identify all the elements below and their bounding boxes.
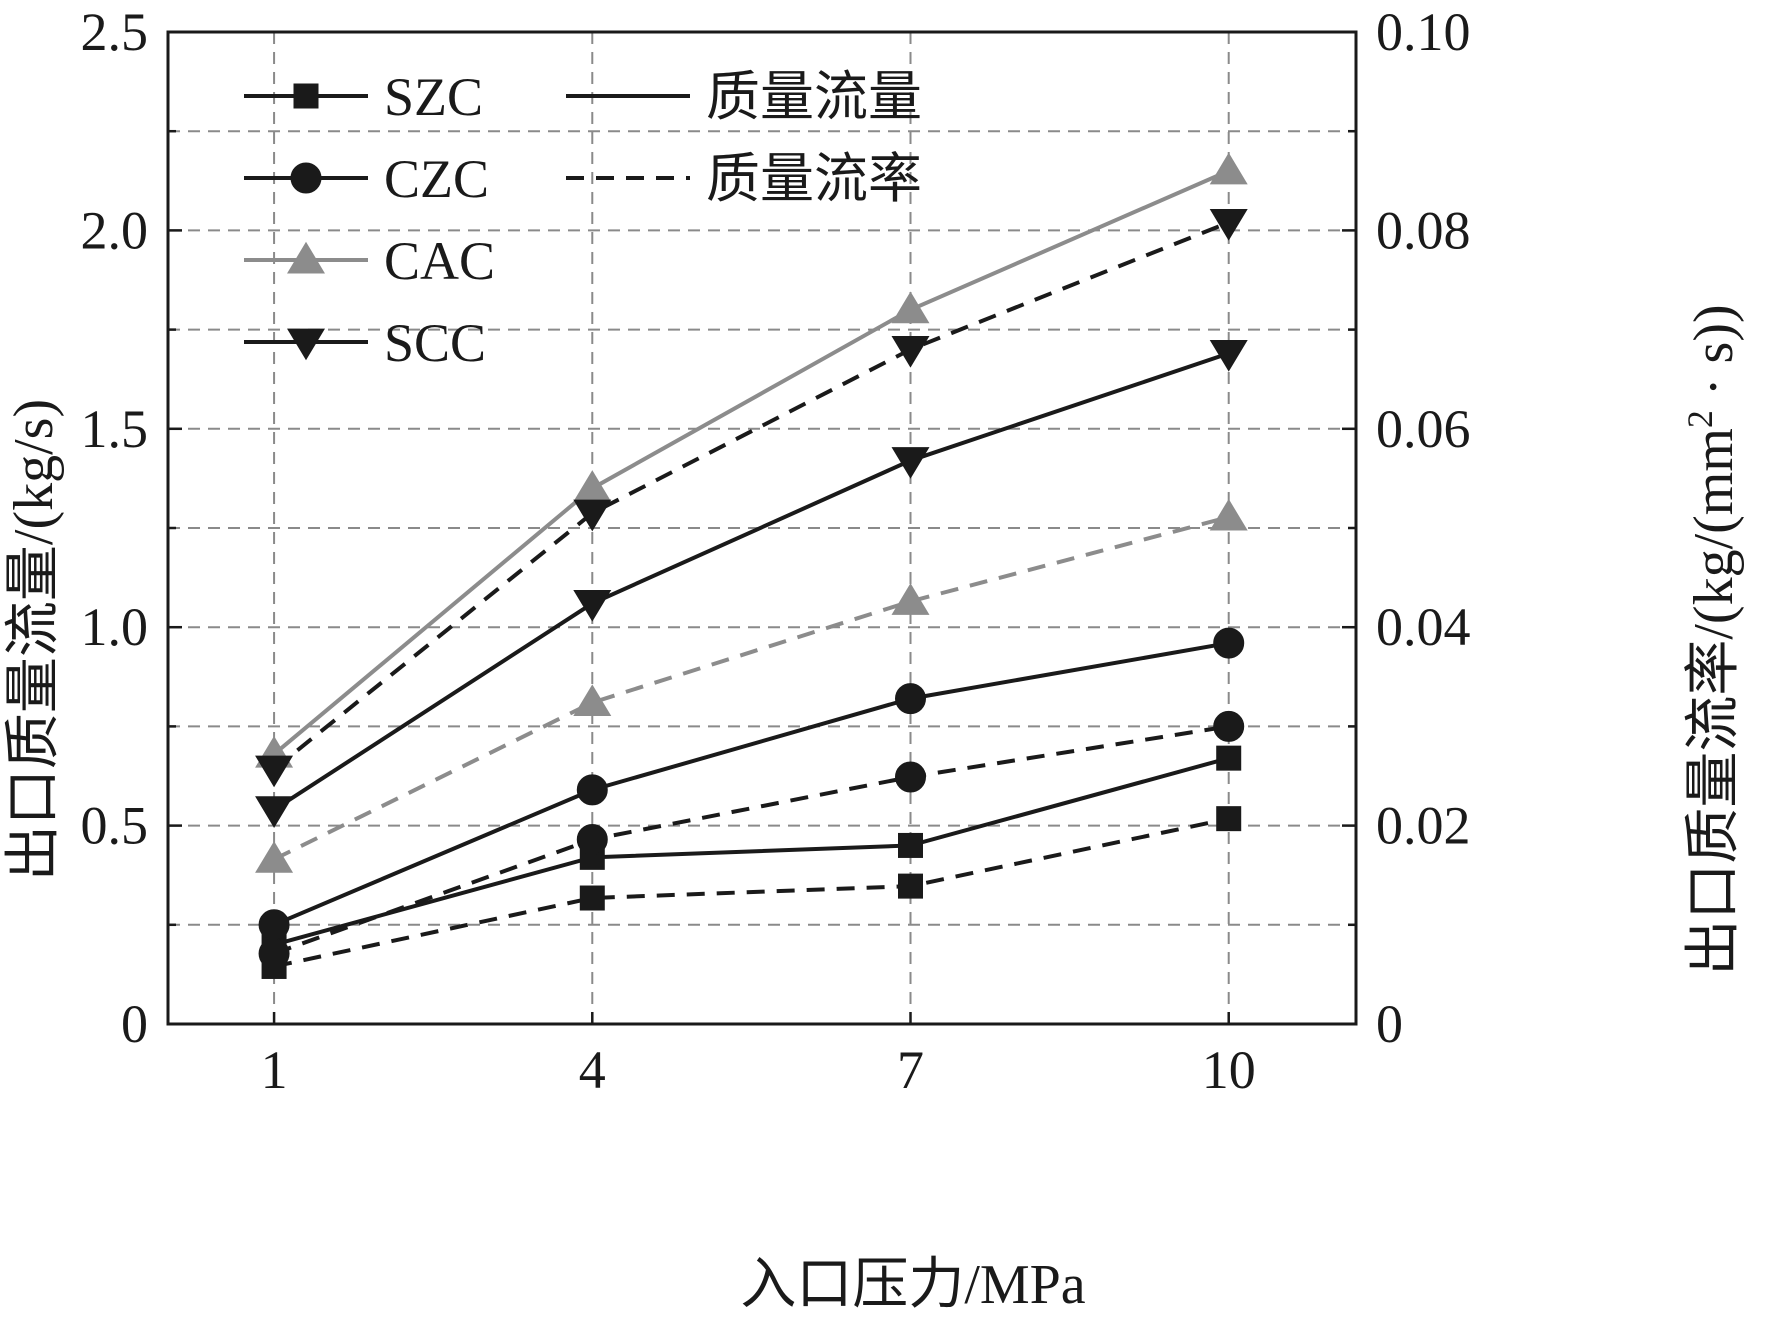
data-point-1 — [579, 885, 605, 911]
legend-label: CZC — [384, 149, 489, 209]
legend-marker — [293, 83, 319, 109]
legend-style-0: 质量流量 — [566, 67, 922, 127]
right-y-tick-label-2: 0.04 — [1376, 597, 1471, 657]
series-czc-flow — [258, 627, 1245, 941]
legend-label: SZC — [384, 67, 483, 127]
legend-marker — [290, 162, 322, 194]
series-szc-rate — [261, 806, 1242, 979]
series-line — [273, 724, 1230, 956]
left-y-tick-label-3: 1.5 — [81, 399, 149, 459]
data-point-0 — [255, 755, 294, 788]
series-line — [273, 515, 1230, 862]
data-point-3 — [1213, 627, 1245, 659]
data-point-3 — [1216, 806, 1242, 832]
data-point-2 — [891, 447, 930, 479]
data-point-0 — [255, 841, 294, 873]
series-scc-flow — [255, 339, 1248, 828]
axis-ticks: 1 4 7 10 0 0.5 1.0 1.5 2.0 2.5 0 0.02 0.04 0.06 0.08 0.… — [81, 2, 1471, 1100]
legend-style-label: 质量流率 — [706, 149, 922, 209]
x-tick-label-1: 4 — [579, 1040, 606, 1100]
legend-label: SCC — [384, 313, 486, 373]
series-line — [272, 169, 1230, 756]
data-point-2 — [895, 761, 926, 793]
data-point-3 — [1209, 498, 1248, 531]
data-point-3 — [1209, 339, 1248, 372]
series-line — [273, 816, 1230, 969]
data-point-2 — [891, 583, 930, 615]
legend-style-1: 质量流率 — [566, 149, 922, 209]
right-y-tick-label-3: 0.06 — [1376, 399, 1471, 459]
right-y-axis-title-main: 出口质量流率/(kg/(mm — [1683, 428, 1745, 976]
right-y-tick-label-5: 0.10 — [1376, 2, 1471, 62]
data-point-3 — [1209, 209, 1248, 241]
legend-item-scc: SCC — [244, 313, 486, 373]
x-tick-label-0: 1 — [261, 1040, 288, 1100]
legend-label: CAC — [384, 231, 495, 291]
data-point-0 — [258, 938, 290, 970]
data-point-1 — [573, 470, 612, 502]
data-point-1 — [573, 499, 612, 532]
data-point-2 — [891, 336, 930, 368]
legend-item-szc: SZC — [244, 67, 483, 127]
left-y-tick-label-4: 2.0 — [81, 200, 149, 260]
left-y-tick-label-1: 0.5 — [81, 796, 149, 856]
left-y-axis-title: 出口质量流量/(kg/s) — [3, 399, 65, 881]
data-point-1 — [576, 823, 608, 855]
right-y-axis-title-tail: · s)) — [1683, 304, 1745, 410]
right-y-tick-label-1: 0.02 — [1376, 796, 1471, 856]
series-czc-rate — [258, 710, 1245, 970]
series-scc-rate — [255, 209, 1248, 788]
data-point-3 — [1213, 710, 1245, 742]
series-line — [272, 220, 1230, 771]
x-tick-label-2: 7 — [897, 1040, 924, 1100]
x-axis-title: 入口压力/MPa — [740, 1254, 1085, 1316]
legend-marker — [287, 328, 325, 361]
data-point-3 — [1216, 745, 1242, 771]
data-point-0 — [258, 909, 290, 941]
x-tick-label-3: 10 — [1202, 1040, 1256, 1100]
data-point-1 — [576, 774, 608, 806]
left-y-tick-label-2: 1.0 — [81, 597, 149, 657]
left-y-tick-label-5: 2.5 — [81, 2, 149, 62]
series-line — [273, 756, 1230, 947]
series-line — [272, 351, 1230, 812]
left-y-tick-label-0: 0 — [121, 994, 148, 1054]
data-point-1 — [573, 589, 612, 622]
data-point-2 — [891, 291, 930, 324]
right-y-axis-title-superscript: 2 — [1680, 410, 1720, 428]
legend-item-cac: CAC — [244, 231, 495, 291]
data-point-2 — [898, 832, 923, 858]
plot-series — [255, 152, 1248, 979]
right-y-tick-label-0: 0 — [1376, 994, 1403, 1054]
data-point-0 — [255, 796, 294, 828]
series-cac-rate — [255, 498, 1248, 873]
data-point-3 — [1209, 152, 1248, 185]
data-point-2 — [895, 683, 926, 715]
right-y-axis-title: 出口质量流率/(kg/(mm2 · s)) — [1680, 304, 1745, 975]
data-point-2 — [898, 873, 923, 899]
data-point-1 — [573, 684, 612, 717]
legend-item-czc: CZC — [244, 149, 489, 209]
legend-style-label: 质量流量 — [706, 67, 922, 127]
series-line — [273, 641, 1230, 927]
legend-marker — [287, 241, 325, 274]
right-y-tick-label-4: 0.08 — [1376, 200, 1471, 260]
